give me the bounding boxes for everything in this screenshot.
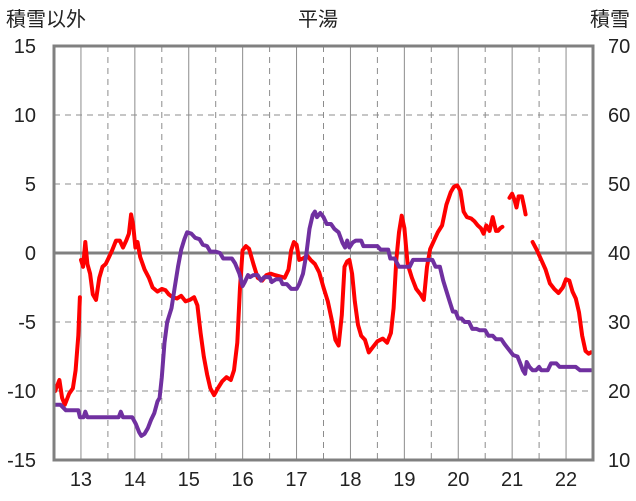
series-line-left-axis [507,191,528,217]
x-tick-label: 19 [393,469,415,491]
series-layer [53,183,593,438]
series-line-right-axis [53,209,593,438]
series-line-left-axis [79,183,505,398]
y-right-tick-label: 60 [608,105,630,127]
x-tick-label: 17 [285,469,307,491]
y-right-tick-label: 70 [608,36,630,58]
x-tick-label: 13 [70,469,92,491]
x-tick-label: 21 [501,469,523,491]
chart-title: 平湯 [298,7,338,31]
x-tick-label: 20 [447,469,469,491]
tick-labels: 13 14 15 16 17 18 19 20 21 22151050-5-10-15706050… [7,36,630,491]
y-right-tick-label: 40 [608,243,630,265]
y-right-tick-label: 20 [608,381,630,403]
y-right-tick-label: 50 [608,174,630,196]
x-tick-label: 14 [124,469,146,491]
y-left-tick-label: -5 [18,312,36,334]
y-left-tick-label: -15 [7,450,36,472]
x-tick-label: 22 [555,469,577,491]
y-left-tick-label: 0 [25,243,36,265]
series-line-left-axis [530,240,593,356]
y-right-tick-label: 10 [608,450,630,472]
y-left-tick-label: 15 [14,36,36,58]
x-tick-label: 18 [339,469,361,491]
y-right-tick-label: 30 [608,312,630,334]
y-left-tick-label: 10 [14,105,36,127]
x-tick-label: 16 [232,469,254,491]
y-left-tick-label: -10 [7,381,36,403]
y-left-tick-label: 5 [25,174,36,196]
series-line-left-axis [53,295,82,407]
left-axis-label: 積雪以外 [6,7,86,31]
x-tick-label: 15 [178,469,200,491]
plot-frame [52,44,595,462]
grid [54,46,593,460]
right-axis-label: 積雪 [590,7,630,31]
